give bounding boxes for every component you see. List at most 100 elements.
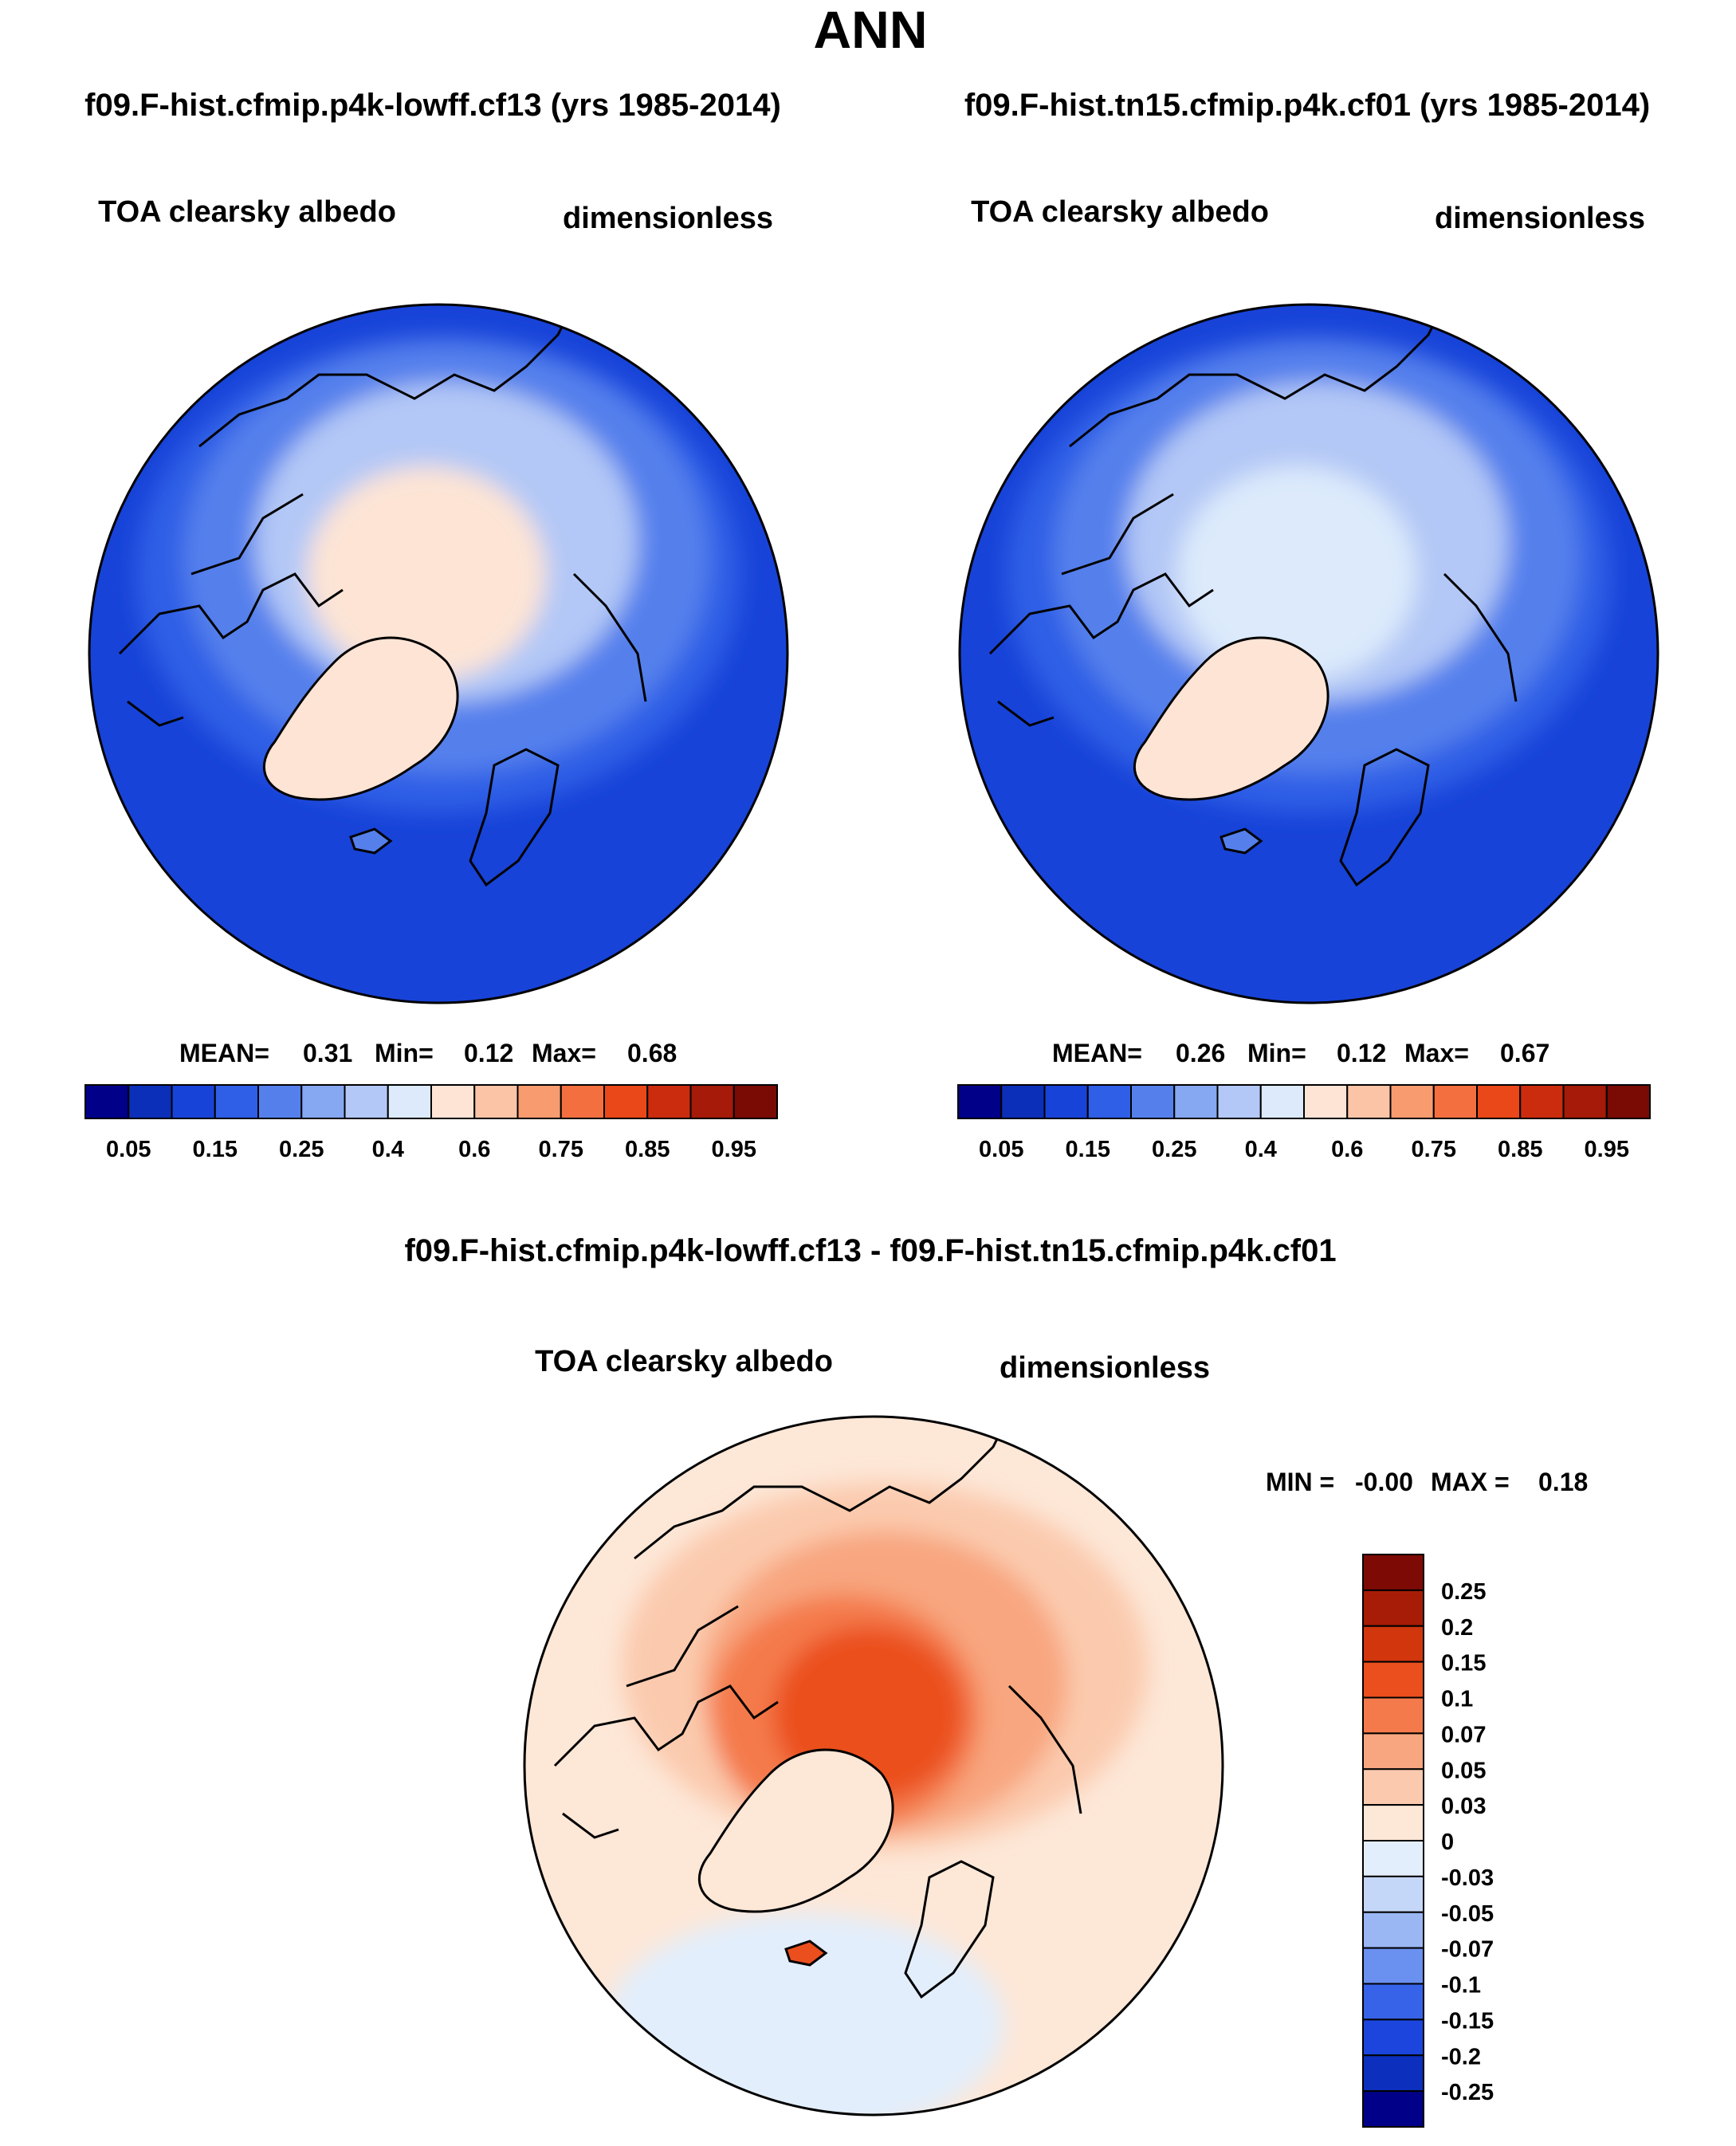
cbar-c-swatch bbox=[1362, 1840, 1424, 1877]
panel-b-stats: MEAN= 0.26 Min= 0.12 Max= 0.67 bbox=[1052, 1039, 1549, 1067]
cbar-a-swatch bbox=[473, 1084, 519, 1119]
cbar-c-swatch bbox=[1362, 2054, 1424, 2093]
cbar-c-swatch bbox=[1362, 1661, 1424, 1699]
panel-a-units: dimensionless bbox=[563, 202, 773, 235]
panel-c-coastline-iceland bbox=[784, 1940, 828, 1967]
panel-b-coastline-siberia bbox=[1061, 305, 1446, 576]
panel-c-max-value: 0.18 bbox=[1538, 1468, 1588, 1496]
panel-a-region-central-arctic bbox=[307, 466, 546, 682]
panel-b-coastline-scandinavia bbox=[1339, 572, 1518, 887]
panel-b-variable: TOA clearsky albedo bbox=[971, 195, 1269, 229]
cbar-c-tick-label: -0.15 bbox=[1441, 2008, 1494, 2034]
cbar-c-swatch bbox=[1362, 1696, 1424, 1735]
panel-b-region-central-arctic bbox=[1177, 466, 1416, 682]
panel-b-units: dimensionless bbox=[1435, 202, 1645, 235]
cbar-c-tick-label: -0.1 bbox=[1441, 1973, 1481, 1999]
cbar-a-swatch bbox=[257, 1084, 303, 1119]
panel-a-min-label: Min= bbox=[375, 1039, 434, 1067]
panel-c-coastline-canada bbox=[553, 1684, 779, 1839]
cbar-a-swatch bbox=[689, 1084, 735, 1119]
cbar-c-tick-label: 0.07 bbox=[1441, 1722, 1486, 1747]
cbar-c-swatch bbox=[1362, 1947, 1424, 1985]
cbar-b-tick-label: 0.75 bbox=[1412, 1137, 1456, 1162]
panel-a-stats: MEAN= 0.31 Min= 0.12 Max= 0.68 bbox=[179, 1039, 677, 1067]
cbar-c-swatch bbox=[1362, 1589, 1424, 1627]
cbar-b-swatch bbox=[1043, 1084, 1089, 1119]
panel-b-region-greenland bbox=[1133, 636, 1329, 801]
panel-b-colorbar: 0.05 0.15 0.25 0.4 0.6 0.75 0.85 0.95 bbox=[957, 1084, 1651, 1162]
cbar-c-swatch bbox=[1362, 1768, 1424, 1806]
cbar-c-swatch bbox=[1362, 2090, 1424, 2128]
cbar-a-swatch bbox=[84, 1084, 130, 1119]
panel-a-max-value: 0.68 bbox=[627, 1039, 677, 1067]
cbar-b-swatch bbox=[1173, 1084, 1219, 1119]
cbar-a-tick-label: 0.15 bbox=[193, 1137, 238, 1162]
cbar-c-swatch bbox=[1362, 2018, 1424, 2057]
cbar-a-tick-label: 0.4 bbox=[372, 1137, 404, 1162]
cbar-b-tick-label: 0.4 bbox=[1245, 1137, 1277, 1162]
panel-c-variable: TOA clearsky albedo bbox=[535, 1345, 833, 1378]
panel-c-map-frame bbox=[523, 1415, 1224, 2117]
cbar-a-swatch bbox=[214, 1084, 259, 1119]
panel-b-map-frame bbox=[958, 303, 1659, 1004]
panel-c-coastline-scandinavia bbox=[904, 1684, 1082, 1999]
panel-b-max-label: Max= bbox=[1404, 1039, 1469, 1067]
cbar-b-swatch bbox=[1519, 1084, 1565, 1119]
cbar-a-swatch bbox=[430, 1084, 476, 1119]
panel-a-mean-value: 0.31 bbox=[303, 1039, 352, 1067]
panel-a-coastline-canada bbox=[118, 572, 344, 727]
cbar-b-swatch bbox=[1303, 1084, 1349, 1119]
cbar-c-swatch bbox=[1362, 1732, 1424, 1771]
panel-a-max-label: Max= bbox=[532, 1039, 596, 1067]
cbar-b-swatch bbox=[1346, 1084, 1392, 1119]
cbar-b-tick-label: 0.05 bbox=[979, 1137, 1023, 1162]
panel-b-mean-label: MEAN= bbox=[1052, 1039, 1142, 1067]
cbar-c-tick-label: 0.25 bbox=[1441, 1579, 1486, 1605]
cbar-b-swatch bbox=[1605, 1084, 1651, 1119]
panel-c-units: dimensionless bbox=[1000, 1351, 1210, 1385]
panel-a-coastline-siberia bbox=[190, 305, 575, 576]
cbar-c-tick-label: -0.25 bbox=[1441, 2080, 1494, 2105]
panel-c-min-label: MIN = bbox=[1266, 1468, 1334, 1496]
cbar-c-swatch bbox=[1362, 1554, 1424, 1591]
cbar-c-tick-label: -0.03 bbox=[1441, 1865, 1494, 1891]
panel-c-coastline-siberia bbox=[626, 1417, 1011, 1688]
cbar-b-tick-label: 0.95 bbox=[1585, 1137, 1629, 1162]
cbar-c-tick-label: 0.2 bbox=[1441, 1615, 1473, 1641]
panel-a-colorbar: 0.05 0.15 0.25 0.4 0.6 0.75 0.85 0.95 bbox=[84, 1084, 778, 1162]
cbar-b-tick-label: 0.85 bbox=[1498, 1137, 1542, 1162]
panel-a-variable: TOA clearsky albedo bbox=[98, 195, 396, 229]
cbar-b-swatch bbox=[1562, 1084, 1608, 1119]
cbar-c-tick-label: -0.05 bbox=[1441, 1901, 1494, 1927]
cbar-a-tick-label: 0.05 bbox=[106, 1137, 151, 1162]
panel-a-coastline-scandinavia bbox=[469, 572, 647, 887]
cbar-c-tick-label: 0 bbox=[1441, 1830, 1454, 1855]
cbar-a-swatch bbox=[516, 1084, 562, 1119]
panel-c-map bbox=[523, 1415, 1224, 2117]
cbar-a-swatch bbox=[128, 1084, 173, 1119]
panel-c-colorbar: 0.25 0.2 0.15 0.1 0.07 0.05 0.03 0 -0.03 -0.05 -0.… bbox=[1362, 1554, 1494, 2128]
panel-a-map-frame bbox=[88, 303, 789, 1004]
cbar-c-swatch bbox=[1362, 1875, 1424, 1913]
cbar-a-swatch bbox=[732, 1084, 778, 1119]
panel-a-map bbox=[88, 303, 789, 1004]
panel-c-min-value: -0.00 bbox=[1355, 1468, 1413, 1496]
cbar-c-swatch bbox=[1362, 1804, 1424, 1841]
cbar-c-swatch bbox=[1362, 1983, 1424, 2021]
cbar-c-swatch bbox=[1362, 1911, 1424, 1949]
panel-c-stats: MIN = -0.00 MAX = 0.18 bbox=[1266, 1468, 1588, 1496]
cbar-a-tick-label: 0.85 bbox=[625, 1137, 670, 1162]
panel-b-map bbox=[958, 303, 1659, 1004]
cbar-c-tick-label: -0.07 bbox=[1441, 1937, 1494, 1963]
cbar-a-swatch bbox=[300, 1084, 346, 1119]
cbar-a-swatch bbox=[344, 1084, 389, 1119]
cbar-b-swatch bbox=[1130, 1084, 1176, 1119]
cbar-b-swatch bbox=[1259, 1084, 1305, 1119]
cbar-a-tick-label: 0.75 bbox=[539, 1137, 583, 1162]
cbar-b-swatch bbox=[1432, 1084, 1478, 1119]
cbar-b-swatch bbox=[1216, 1084, 1262, 1119]
panel-c-max-label: MAX = bbox=[1431, 1468, 1510, 1496]
cbar-b-swatch bbox=[1086, 1084, 1132, 1119]
cbar-a-swatch bbox=[387, 1084, 432, 1119]
